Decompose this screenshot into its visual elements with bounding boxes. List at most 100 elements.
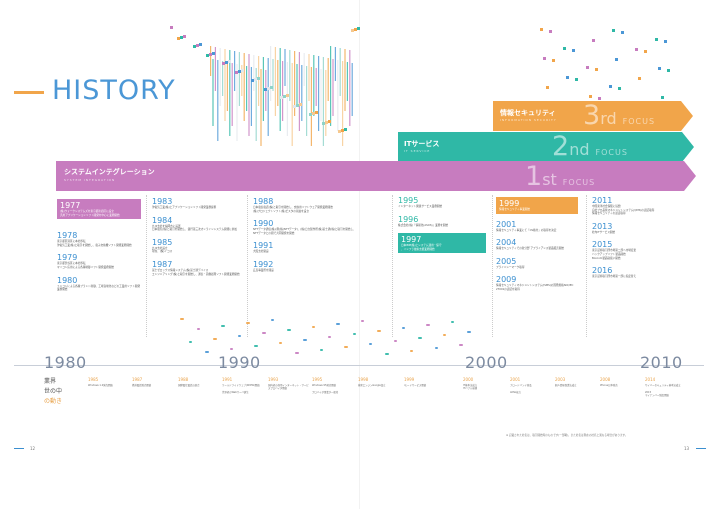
focus-word: FOCUS bbox=[595, 148, 628, 157]
decade-2010: 2010 bbox=[640, 353, 683, 372]
focus-number: 3 bbox=[583, 100, 601, 131]
entry-text: 情報セキュリティでの新分野 アプライアンス製品販売開始 bbox=[496, 247, 564, 251]
band-security-sub: INFORMATION SECURITY bbox=[500, 118, 557, 122]
history-entry: 1987 富士ゼロックス情報システム(株)富士通デバイス エンジニアリング(株)… bbox=[152, 260, 242, 276]
page-heading: HISTORY bbox=[52, 75, 176, 106]
industry-event-text: Windows 95発売開始 プロバイダ事業が一般化 bbox=[312, 384, 339, 394]
entry-year: 1995 bbox=[398, 196, 419, 205]
industry-event-year: 1998 bbox=[358, 377, 369, 382]
entry-year: 1999 bbox=[499, 199, 520, 208]
entry-text: 広島事業所を開設 bbox=[253, 268, 274, 272]
entry-text: 情報セキュリティマネジメントシステム(ISMS)の国際規格ISO/IEC 270… bbox=[496, 284, 574, 291]
industry-label-line: の動き bbox=[44, 398, 63, 405]
history-entry-highlight: 1977 (株)ウォークシステムズを東京都新宿区に設立 汎用アプリケーションソフ… bbox=[57, 199, 141, 220]
entry-text: (株)ウォークシステムズを東京都新宿区に設立 汎用アプリケーションソフト開発を中… bbox=[60, 210, 120, 217]
column-divider bbox=[392, 195, 393, 337]
history-entry: 1980 ミニコンによる各種プラント制御、工場自動化などの工業用ソフト開発業務開… bbox=[57, 276, 141, 292]
history-entry: 1978 東京都区港区に本社移転 沖電気工業(株)と取引を開始し、電子交換機ソフ… bbox=[57, 231, 141, 247]
entry-text: 情報セキュリティ事業にて「CS格付」の取得を決定 bbox=[496, 228, 557, 232]
history-entry: 1995 インターネット関連サービス業務開始 bbox=[398, 196, 488, 209]
entry-year: 2011 bbox=[592, 196, 613, 205]
industry-event: 2001 ブロードバンド普及 ADSL拡大 bbox=[510, 377, 552, 394]
history-entry: 1984 九州支社を福岡市に設置 日本電気(株)と取引を開始し、銀行第三次オンラ… bbox=[152, 216, 242, 232]
corner-mark-right bbox=[696, 448, 706, 449]
band-si-sub: SYSTEM INTEGRATION bbox=[64, 178, 116, 182]
col-1983: 1983 沖電気工業(株)とアプリケーションソフト開発業務提携 1984 九州支… bbox=[152, 197, 242, 276]
history-entry: 1985 九州支社設立 現在、(株)イコス bbox=[152, 238, 242, 254]
band-security bbox=[493, 101, 693, 131]
industry-event: 1991 ワールドワイドウェブ(WWW)開始 世界初のWebサーバ誕生 bbox=[222, 377, 264, 394]
entry-year: 1983 bbox=[152, 197, 173, 206]
entry-year: 1997 bbox=[401, 235, 422, 245]
entry-text: 日本電信電話(株)と取引を開始し、交換用ソフトウェア開発業務開始 (株)プロジェ… bbox=[253, 206, 333, 213]
focus-word: FOCUS bbox=[622, 117, 656, 126]
band-it-title: ITサービス bbox=[404, 140, 440, 148]
entry-text: 沖電気工業(株)とアプリケーションソフト開発業務提携 bbox=[152, 206, 217, 209]
industry-event-text: IT基本法成立 ITバブル崩壊 bbox=[463, 384, 478, 391]
entry-year: 1977 bbox=[60, 201, 81, 210]
history-entry: 2009 情報セキュリティマネジメントシステム(ISMS)の国際規格ISO/IE… bbox=[496, 275, 582, 291]
focus-suffix: nd bbox=[569, 140, 590, 159]
band-si-focus: 1st FOCUS bbox=[525, 161, 595, 192]
col-1988: 1988 日本電信電話(株)と取引を開始し、交換用ソフトウェア開発業務開始 (株… bbox=[253, 197, 387, 273]
industry-event-year: 2001 bbox=[510, 377, 521, 382]
entry-year: 1980 bbox=[57, 275, 78, 285]
industry-event: 1988 国際電信電話の統合 bbox=[178, 377, 220, 387]
entry-year: 2001 bbox=[496, 219, 517, 229]
decade-1990: 1990 bbox=[218, 353, 261, 372]
focus-number: 2 bbox=[552, 131, 570, 162]
entry-text: 東京都区港区に本社移転 沖電気工業(株)と取引を開始し、電子交換機ソフト開発業務… bbox=[57, 240, 132, 247]
history-entry: 1983 沖電気工業(株)とアプリケーションソフト開発業務提携 bbox=[152, 197, 242, 210]
industry-label-line: 業界 bbox=[44, 378, 57, 385]
entry-text: 富士ゼロックス情報システム(株)富士通デバイス エンジニアリング(株)と取引を開… bbox=[152, 268, 240, 276]
history-entry: 2004 情報セキュリティでの新分野 アプライアンス製品販売開始 bbox=[496, 238, 582, 251]
industry-event-year: 2003 bbox=[555, 377, 566, 382]
entry-text: 九州支社設立 現在、(株)イコス bbox=[152, 246, 173, 254]
entry-year: 2013 bbox=[592, 221, 613, 231]
industry-event: 1993 国内初の商用インターネット・サービスプロバイダ開始 bbox=[268, 377, 310, 391]
entry-text: NTTデータ通信(株)(現(株)NTTデータ)、(株)日立製作所(株)富士通(株… bbox=[253, 228, 356, 235]
industry-event-year: 1999 bbox=[404, 377, 415, 382]
column-divider bbox=[586, 195, 587, 337]
industry-event-text: iモードサービス開始 bbox=[404, 384, 427, 387]
entry-year: 1992 bbox=[253, 259, 274, 269]
entry-year: 1978 bbox=[57, 231, 78, 241]
industry-event-year: 2008 bbox=[600, 377, 611, 382]
entry-text: 社内ITサービス開始 bbox=[592, 230, 616, 234]
history-entry: 2013 社内ITサービス開始 bbox=[592, 222, 692, 235]
entry-text: 日本IBM(株)とシステム運用・保守 、インフラ技術支援業務開始 bbox=[401, 244, 442, 251]
entry-year: 2016 bbox=[592, 266, 613, 276]
history-entry: 2015 東京証券取引所市場第二部へ市場変更 バックアップソフト製品開始 Box… bbox=[592, 240, 692, 260]
history-entry: 1992 広島事業所を開設 bbox=[253, 260, 387, 273]
entry-text: プライバシーマーク取得 bbox=[496, 265, 525, 269]
entry-text: 九州支社を福岡市に設置 日本電気(株)と取引を開始し、銀行第三次オンラインシステ… bbox=[152, 224, 237, 232]
band-it-focus: 2nd FOCUS bbox=[552, 131, 628, 162]
entry-year: 1979 bbox=[57, 253, 78, 263]
entry-text: 東京証券取引所市場第二部へ市場変更 バックアップソフト製品開始 Boxcom製品… bbox=[592, 249, 637, 260]
industry-label-line: 世の中 bbox=[44, 388, 63, 395]
band-si-title: システムインテグレーション bbox=[64, 168, 155, 176]
entry-year: 1984 bbox=[152, 215, 173, 225]
industry-event-text: iPhone日本発売 bbox=[600, 384, 618, 387]
history-entry-highlight: 1999 情報セキュリティ事業開始 bbox=[496, 197, 578, 214]
industry-event-year: 1995 bbox=[312, 377, 323, 382]
history-entry: 1996 株式会社(株)「情報化(ASOS)」業務を開始 bbox=[398, 215, 488, 228]
page-fold bbox=[359, 0, 360, 509]
history-entry: 1988 日本電信電話(株)と取引を開始し、交換用ソフトウェア開発業務開始 (株… bbox=[253, 197, 387, 213]
industry-event-year: 1987 bbox=[132, 377, 143, 382]
industry-event-year: 1991 bbox=[222, 377, 233, 382]
industry-event: 2008 iPhone日本発売 bbox=[600, 377, 642, 387]
column-divider bbox=[247, 195, 248, 337]
footnote: ※ 記載された社名は、取引開始時のものです(一部略)。また社名は現在の社名と異な… bbox=[506, 434, 628, 437]
industry-event-text: 検索エンジンGoogle設立 bbox=[358, 384, 386, 387]
industry-event-text: ブロードバンド普及 ADSL拡大 bbox=[510, 384, 532, 394]
history-entry: 1979 東京都渋谷区に本社移転 マイコン応用による各種制御ソフト開発業務開始 bbox=[57, 253, 141, 269]
industry-event: 2000 IT基本法成立 ITバブル崩壊 bbox=[463, 377, 505, 391]
column-divider bbox=[492, 195, 493, 337]
decorative-pixel-band bbox=[180, 318, 471, 355]
timeline-line bbox=[14, 365, 704, 366]
industry-event-text: ワールドワイドウェブ(WWW)開始 世界初のWebサーバ誕生 bbox=[222, 384, 260, 394]
entry-text: 大阪支社開設 bbox=[253, 250, 269, 254]
corner-mark-left bbox=[14, 448, 24, 449]
